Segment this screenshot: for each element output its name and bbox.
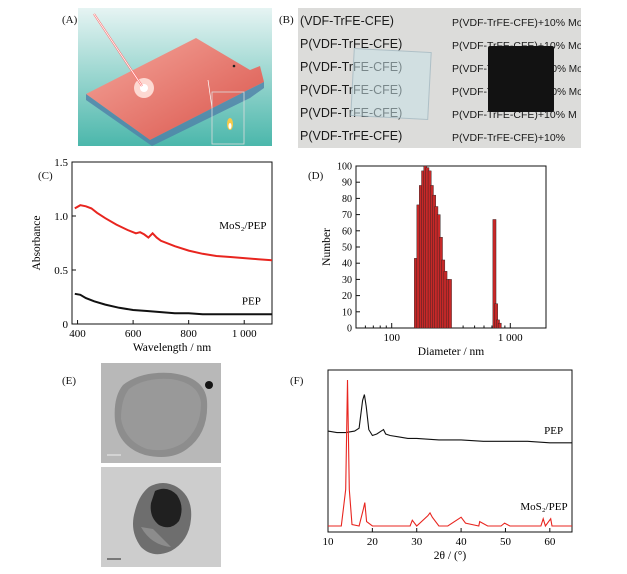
xrd-chart: 10 20 30 40 50 60 PEP MoS₂/PEP 2θ / (°) [323, 369, 573, 562]
film-text-line: P(VDF-TrFE-CFE)+10% MoS₂ [452, 17, 581, 29]
y-tick-label: 40 [342, 259, 352, 270]
x-axis-label: 2θ / (°) [434, 550, 467, 562]
x-tick-label: 1 000 [498, 332, 523, 344]
x-tick-label: 600 [125, 328, 142, 340]
y-tick-label: 0 [347, 324, 352, 335]
histogram-bar [448, 279, 452, 329]
series-label-mos2-pep: MoS₂/PEP [520, 501, 567, 513]
x-tick-label: 10 [323, 536, 335, 548]
film-text-line: (VDF-TrFE-CFE) [300, 14, 394, 28]
illustration-sheet [78, 8, 272, 146]
y-tick-label: 30 [342, 275, 352, 286]
x-tick-label: 400 [69, 328, 86, 340]
x-tick-label: 50 [500, 536, 512, 548]
y-tick-label: 0 [63, 319, 69, 331]
y-tick-label: 70 [342, 210, 352, 221]
panel-label-b: (B) [279, 14, 294, 26]
y-tick-label: 100 [337, 162, 352, 173]
film-text-line: 10% Mo [546, 87, 581, 98]
y-tick-label: 90 [342, 178, 352, 189]
absorbance-chart: 400 600 800 1 000 0 0.5 1.0 1.5 MoS₂/PEP PEP Wavel… [31, 157, 273, 354]
xrd-pattern-pep [327, 394, 572, 444]
black-film [488, 46, 554, 112]
y-axis-label: Absorbance [31, 216, 43, 271]
series-line-pep [74, 292, 272, 316]
panel-label-f: (F) [290, 375, 304, 387]
x-tick-label: 60 [544, 536, 556, 548]
panel-label-d: (D) [308, 170, 324, 182]
film-text-line: P(VDF-TrFE-CFE) [300, 129, 403, 143]
x-tick-label: 800 [180, 328, 197, 340]
panel-label-a: (A) [62, 14, 78, 26]
y-tick-label: 20 [342, 291, 352, 302]
film-text-line: 10% MoS [546, 64, 581, 75]
y-tick-label: 0.5 [54, 265, 68, 277]
y-tick-label: 60 [342, 226, 352, 237]
series-label-mos2-pep: MoS₂/PEP [219, 220, 266, 232]
y-tick-label: 1.5 [54, 157, 68, 169]
y-tick-label: 1.0 [54, 211, 68, 223]
plot-frame [71, 161, 273, 325]
tem-image-top [101, 363, 221, 463]
photo-films: (VDF-TrFE-CFE) P(VDF-TrFE-CFE) P(VDF-TrF… [298, 8, 581, 148]
histogram-bar [497, 322, 502, 329]
x-tick-label: 20 [367, 536, 379, 548]
transparent-film [350, 48, 432, 120]
size-distribution-chart: 0 10 20 30 40 50 60 70 80 90 100 100 1 000 Diameter /… [321, 162, 547, 358]
series-line-mos2-pep [74, 204, 273, 262]
film-text-line: P(VDF-TrFE-CFE)+10% M [452, 109, 577, 121]
film-text-line: P(VDF-TrFE-CFE)+10% [452, 132, 566, 144]
series-label-pep: PEP [544, 425, 563, 437]
y-tick-label: 80 [342, 194, 352, 205]
x-axis-label: Diameter / nm [418, 346, 484, 358]
x-tick-label: 1 000 [232, 328, 257, 340]
film-text-line: P(VDF-TrFE-CFE) [300, 37, 403, 51]
panel-label-c: (C) [38, 170, 53, 182]
film-text-line: P(VDF-Tr [452, 86, 497, 98]
xrd-pattern-mos2-pep [328, 379, 572, 528]
x-axis-label: Wavelength / nm [133, 342, 211, 354]
panel-label-e: (E) [62, 375, 77, 387]
tem-image-bottom [101, 467, 221, 567]
x-tick-label: 100 [383, 332, 400, 344]
y-tick-label: 50 [342, 243, 352, 254]
y-axis-label: Number [321, 228, 333, 266]
x-tick-label: 30 [411, 536, 423, 548]
plot-frame [327, 369, 573, 533]
x-tick-label: 40 [456, 536, 468, 548]
film-text-line: P(VDF-Tr [452, 63, 497, 75]
series-label-pep: PEP [242, 296, 261, 308]
y-tick-label: 10 [342, 307, 352, 318]
